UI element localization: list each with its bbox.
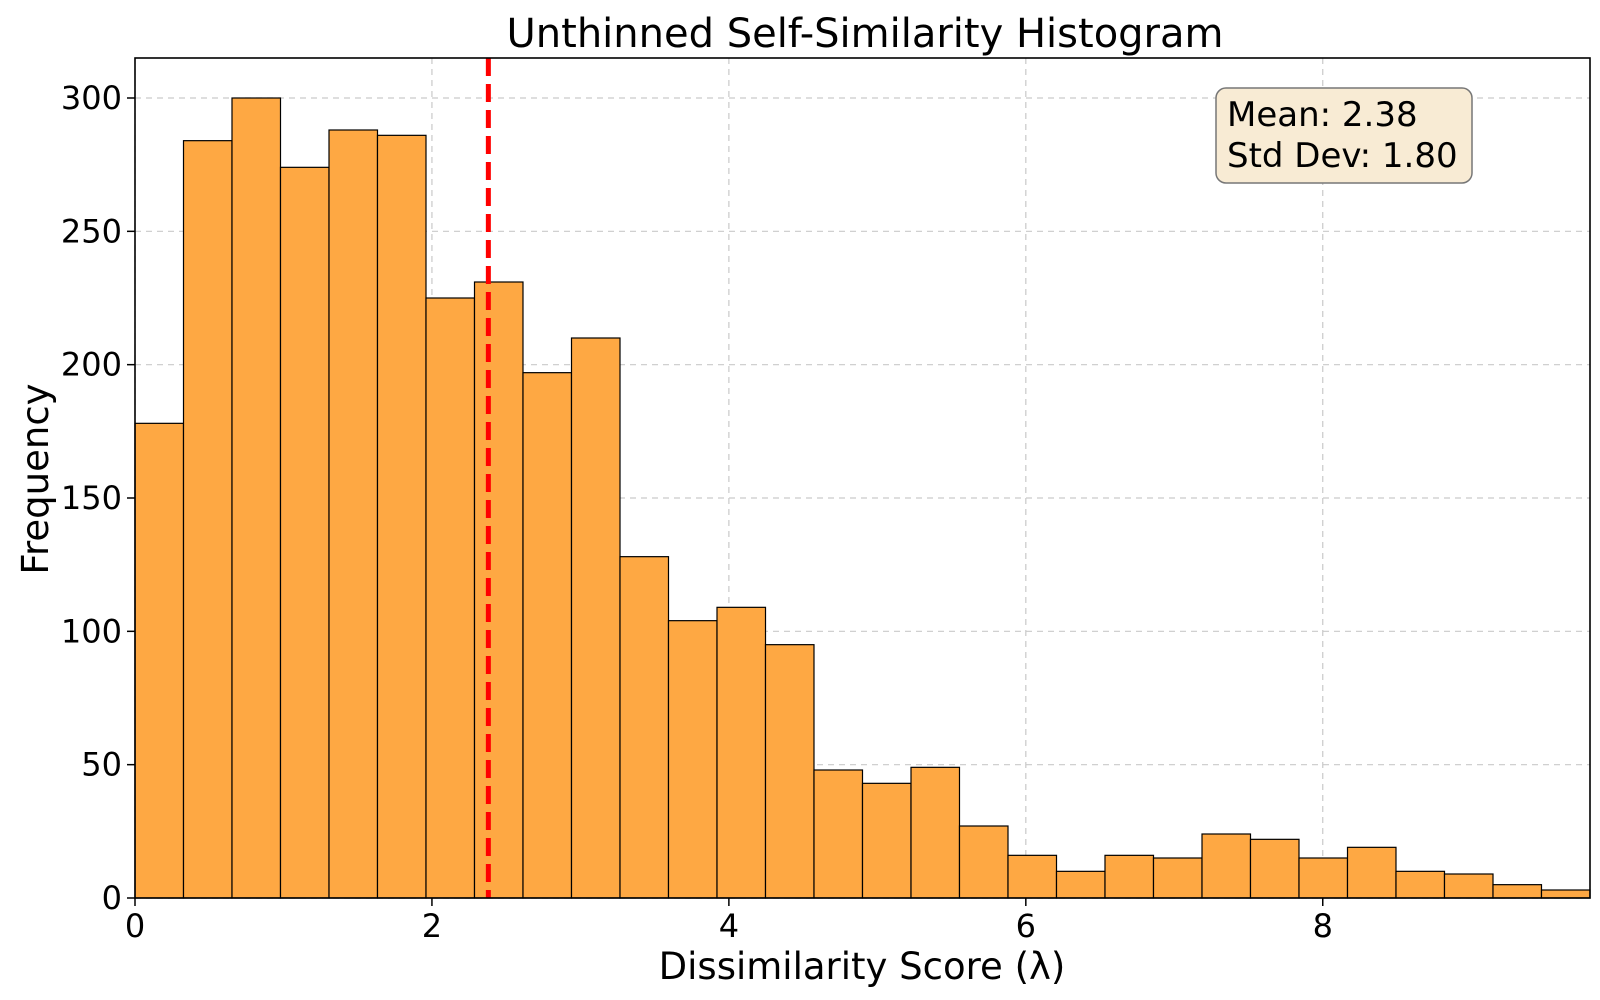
histogram-bar <box>570 337 621 899</box>
histogram-bar <box>231 97 282 899</box>
histogram-bar <box>619 556 670 899</box>
histogram-bar <box>1055 870 1106 899</box>
stats-box-background <box>1215 87 1473 184</box>
histogram-bar <box>1443 873 1494 899</box>
histogram-bar <box>764 644 815 899</box>
x-tick-label: 6 <box>1016 907 1036 945</box>
y-tick-label: 0 <box>102 879 122 917</box>
std-dev-value-text: Std Dev: 1.80 <box>1227 136 1458 176</box>
y-axis-ticks: 0 50 100 150 200 250 300 <box>61 79 135 917</box>
histogram-bar <box>910 766 961 899</box>
histogram-bars <box>134 97 1591 899</box>
x-axis-ticks: 0 2 4 6 8 <box>125 898 1333 945</box>
histogram-bar <box>1346 846 1397 899</box>
histogram-bar <box>958 825 1009 899</box>
x-tick-label: 0 <box>125 907 145 945</box>
x-tick-label: 8 <box>1313 907 1333 945</box>
histogram-bar <box>667 620 718 899</box>
histogram-bar <box>182 140 233 899</box>
histogram-bar <box>1298 857 1349 899</box>
histogram-bar <box>1395 870 1446 899</box>
histogram-bar <box>716 606 767 899</box>
x-axis-label: Dissimilarity Score (λ) <box>659 945 1066 988</box>
histogram-bar <box>1249 838 1300 899</box>
histogram-bar <box>425 297 476 899</box>
histogram-bar <box>1540 889 1591 899</box>
plot-frame <box>134 57 1591 899</box>
histogram-bar <box>279 166 330 899</box>
histogram-bar <box>1492 884 1543 899</box>
y-tick-label: 50 <box>81 746 122 784</box>
histogram-bar <box>813 769 864 899</box>
histogram-bar <box>1104 854 1155 899</box>
y-tick-label: 150 <box>61 479 122 517</box>
mean-value-text: Mean: 2.38 <box>1227 95 1418 135</box>
y-tick-label: 300 <box>61 79 122 117</box>
histogram-bar <box>473 281 524 899</box>
histogram-bar <box>861 782 912 899</box>
y-tick-label: 100 <box>61 612 122 650</box>
x-tick-label: 4 <box>719 907 739 945</box>
x-tick-label: 2 <box>422 907 442 945</box>
histogram-bar <box>1152 857 1203 899</box>
y-axis-label: Frequency <box>14 383 57 574</box>
stats-box: Mean: 2.38 Std Dev: 1.80 <box>1215 87 1473 184</box>
histogram-bar <box>376 134 427 899</box>
histogram-bar <box>328 129 379 899</box>
histogram-bar <box>1201 833 1252 899</box>
y-tick-label: 200 <box>61 346 122 384</box>
histogram-bar <box>522 372 573 899</box>
histogram-bar <box>1007 854 1058 899</box>
histogram-bar <box>134 422 185 899</box>
y-tick-label: 250 <box>61 212 122 250</box>
chart-title: Unthinned Self-Similarity Histogram <box>507 11 1224 57</box>
